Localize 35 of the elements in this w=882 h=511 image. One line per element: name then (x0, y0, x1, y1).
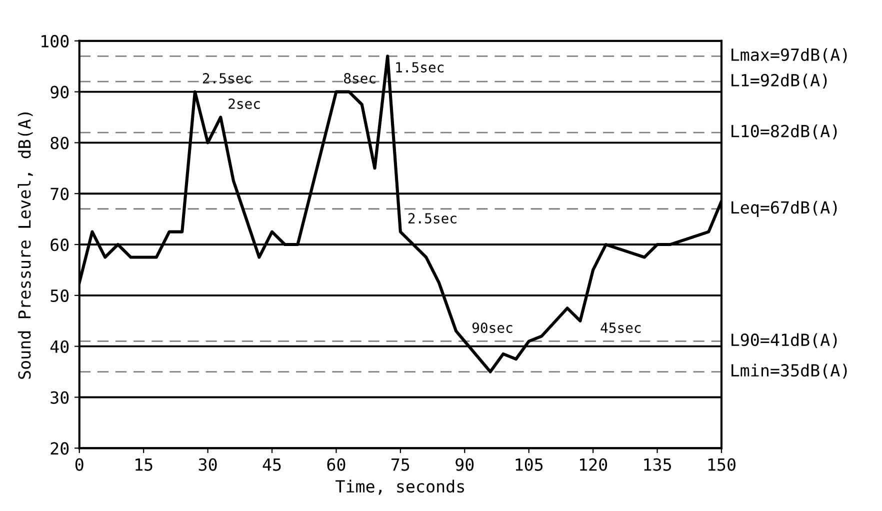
x-tick-label: 105 (516, 458, 543, 471)
ref-line-label: L90=41dB(A) (732, 333, 837, 348)
y-tick-label: 100 (42, 34, 69, 48)
x-tick-label: 30 (198, 458, 217, 471)
y-tick-label: 50 (50, 289, 69, 302)
x-tick-label: 15 (136, 458, 152, 471)
annotation: 1.5sec (396, 62, 444, 73)
x-tick-label: 120 (580, 458, 608, 471)
annotation: 90sec (472, 322, 512, 333)
x-tick-label: 90 (456, 458, 474, 471)
annotation: 2.5sec (202, 73, 251, 84)
x-tick-label: 135 (644, 458, 671, 471)
x-axis-title: Time, seconds (336, 480, 464, 495)
y-tick-label: 60 (50, 238, 69, 252)
y-axis-title: Sound Pressure Level, dB(A) (18, 112, 33, 379)
x-tick-label: 60 (327, 458, 346, 471)
ref-line-label: L10=82dB(A) (732, 124, 837, 140)
ref-line-label: Lmax=97dB(A) (732, 48, 847, 63)
y-tick-label: 80 (50, 136, 69, 150)
x-tick-label: 45 (262, 458, 281, 471)
y-tick-label: 40 (50, 340, 69, 353)
annotation: 2sec (228, 98, 260, 109)
ref-line-label: Lmin=35dB(A) (732, 364, 847, 379)
ref-line-label: Leq=67dB(A) (732, 200, 837, 217)
x-tick-label: 75 (392, 458, 410, 471)
annotation: 8sec (344, 73, 376, 84)
annotation: 45sec (600, 322, 641, 333)
ref-line-label: L1=92dB(A) (732, 74, 827, 88)
y-tick-label: 20 (50, 442, 69, 455)
y-tick-label: 70 (50, 188, 69, 200)
x-tick-label: 0 (75, 458, 84, 471)
annotation: 2.5sec (408, 213, 456, 224)
y-tick-label: 90 (50, 86, 69, 98)
y-tick-label: 30 (50, 391, 69, 404)
x-tick-label: 150 (708, 458, 736, 471)
